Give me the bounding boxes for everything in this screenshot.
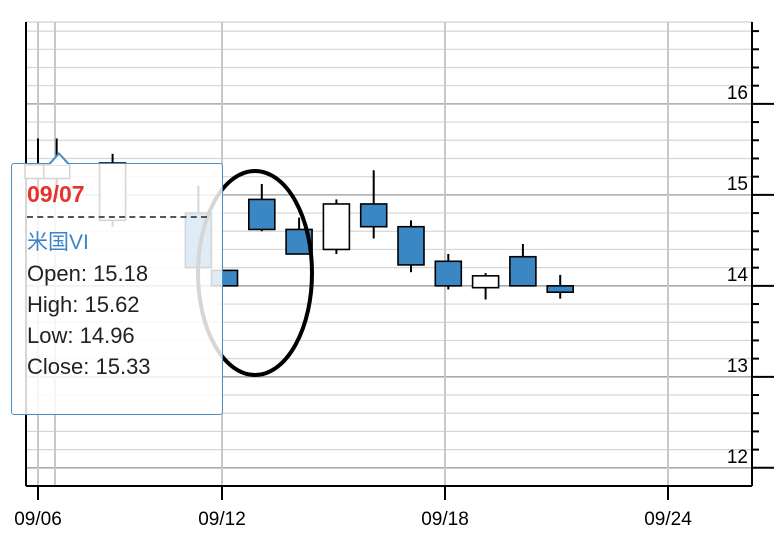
candle-body xyxy=(322,203,351,251)
tooltip-caret-fill xyxy=(50,155,68,165)
x-tick-label: 09/24 xyxy=(644,509,692,530)
axes xyxy=(25,22,774,500)
tooltip-open-value: 15.18 xyxy=(93,261,149,286)
y-tick-label: 13 xyxy=(727,356,748,377)
ohlc-tooltip: 09/07 米国VI Open: 15.18 High: 15.62 Low: … xyxy=(11,152,223,415)
tooltip-open-row: Open: 15.18 xyxy=(27,258,222,289)
y-axis-tick-labels: 12 13 14 15 16 xyxy=(727,83,749,468)
candle xyxy=(434,254,463,290)
candle-body xyxy=(248,198,276,231)
tooltip-low-label: Low: xyxy=(27,323,74,348)
y-tick-label: 16 xyxy=(727,83,748,104)
tooltip-date: 09/07 xyxy=(27,181,85,207)
candle xyxy=(248,183,276,232)
candle xyxy=(509,243,537,287)
candle-body xyxy=(509,255,537,287)
tooltip-low-row: Low: 14.96 xyxy=(27,320,222,351)
candle xyxy=(546,274,575,299)
candle-body xyxy=(546,285,575,294)
x-tick-label: 09/06 xyxy=(14,509,62,530)
candle-body xyxy=(471,275,500,289)
tooltip-close-label: Close: xyxy=(27,354,90,379)
tooltip-open-label: Open: xyxy=(27,261,87,286)
candle xyxy=(322,199,351,254)
tooltip-series-name: 米国VI xyxy=(27,231,89,254)
candle-body xyxy=(397,225,425,266)
x-tick-label: 09/12 xyxy=(198,509,246,530)
candle xyxy=(397,220,425,273)
candle-body xyxy=(359,203,388,228)
tooltip-high-row: High: 15.62 xyxy=(27,289,222,320)
x-tick-label: 09/18 xyxy=(421,509,469,530)
y-tick-label: 12 xyxy=(727,447,748,468)
candle xyxy=(471,273,500,300)
tooltip-close-value: 15.33 xyxy=(95,354,151,379)
tooltip-high-value: 15.62 xyxy=(84,292,140,317)
tooltip-close-row: Close: 15.33 xyxy=(27,351,222,382)
candle-body xyxy=(434,260,463,287)
x-axis-tick-labels: 09/06 09/12 09/18 09/24 xyxy=(14,509,692,530)
tooltip-high-label: High: xyxy=(27,292,79,317)
y-tick-label: 14 xyxy=(727,265,749,286)
candle xyxy=(359,170,388,239)
tooltip-divider xyxy=(27,216,207,218)
tooltip-low-value: 14.96 xyxy=(79,323,135,348)
y-tick-label: 15 xyxy=(727,174,748,195)
